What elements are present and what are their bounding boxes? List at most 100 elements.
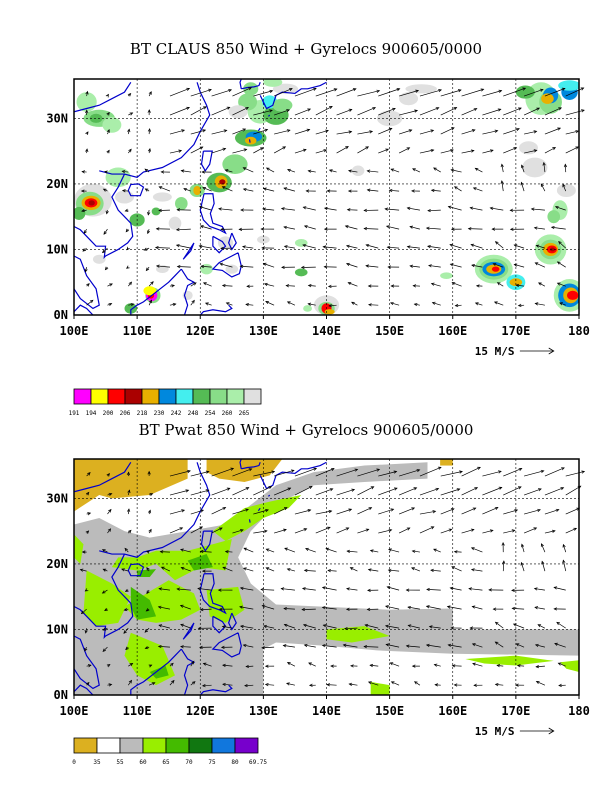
colorbar-label: 206 <box>120 410 131 417</box>
wind-arrow-head <box>85 109 89 114</box>
wind-arrow-head <box>269 89 274 94</box>
wind-arrow <box>389 189 400 192</box>
wind-arrow-head <box>150 281 154 285</box>
wind-arrow-head <box>326 526 331 530</box>
wind-arrow-head <box>287 487 292 491</box>
wind-arrow-head <box>313 467 318 471</box>
wind-arrow-head <box>449 586 454 590</box>
wind-arrow-head <box>496 664 501 668</box>
coastline <box>200 530 213 552</box>
wind-arrow-head <box>80 610 85 615</box>
wind-arrow <box>315 510 332 515</box>
wind-arrow <box>128 663 133 667</box>
wind-arrow <box>273 109 290 116</box>
wind-arrow <box>431 189 441 192</box>
wind-arrow-head <box>498 486 503 490</box>
wind-arrow-head <box>474 302 479 306</box>
coastline <box>74 684 94 695</box>
wind-arrow-head <box>411 567 415 571</box>
wind-arrow-head <box>471 605 476 609</box>
wind-arrow-head <box>86 283 90 287</box>
wind-arrow <box>347 550 358 553</box>
wind-arrow-head <box>533 149 538 153</box>
wind-arrow-head <box>348 682 353 686</box>
moisture-shading <box>206 459 283 482</box>
wind-arrow-head <box>539 88 544 92</box>
wind-arrow-head <box>127 508 131 513</box>
wind-arrow-head <box>85 90 89 95</box>
wind-arrow-head <box>477 466 481 470</box>
wind-arrow-head <box>580 87 585 91</box>
wind-arrow-head <box>559 302 563 306</box>
wind-arrow <box>368 569 379 572</box>
wind-arrow-head <box>409 225 414 229</box>
wind-arrow-head <box>365 243 370 248</box>
wind-arrow <box>266 548 275 553</box>
wind-arrow <box>378 529 392 534</box>
wind-arrow-head <box>492 607 497 611</box>
wind-arrow-head <box>218 207 222 211</box>
wind-arrow <box>385 625 400 629</box>
coastline <box>74 81 132 113</box>
x-tick-label: 150E <box>375 704 404 718</box>
wind-arrow-head <box>562 543 566 548</box>
wind-arrow-head <box>283 623 288 627</box>
wind-arrow <box>554 643 566 648</box>
colorbar-swatch <box>90 388 109 405</box>
wind-arrow <box>346 588 358 591</box>
wind-arrow-head <box>493 301 498 305</box>
wind-arrow-head <box>264 683 269 687</box>
wind-arrow-head <box>405 588 410 592</box>
wind-arrow-head <box>201 684 206 688</box>
cloud-shading <box>245 136 257 145</box>
wind-arrow <box>243 567 254 572</box>
wind-arrow <box>287 169 296 173</box>
wind-arrow-head <box>286 129 291 133</box>
wind-arrow-head <box>222 507 227 510</box>
wind-arrow-head <box>144 188 149 192</box>
wind-arrow <box>521 164 525 173</box>
wind-arrow-head <box>106 472 110 477</box>
x-tick-label: 120E <box>186 324 215 338</box>
wind-arrow <box>516 284 525 287</box>
coastline <box>248 519 251 523</box>
wind-arrow <box>449 244 462 249</box>
wind-arrow <box>222 186 233 192</box>
wind-arrow-head <box>390 681 395 685</box>
wind-arrow-head <box>450 168 455 172</box>
coastline <box>199 304 233 315</box>
wind-arrow <box>461 108 477 116</box>
wind-arrow <box>385 208 400 211</box>
wind-arrow <box>253 530 267 534</box>
wind-arrow-head <box>284 547 288 551</box>
wind-arrow <box>544 530 556 534</box>
wind-arrow <box>562 560 567 572</box>
wind-arrow <box>543 162 546 173</box>
wind-arrow-head <box>104 607 108 611</box>
wind-arrow-head <box>191 681 196 685</box>
wind-arrow-head <box>322 245 327 249</box>
wind-arrow-head <box>500 163 504 168</box>
wind-arrow-head <box>533 226 538 230</box>
wind-arrow-head <box>558 107 563 111</box>
cloud-shading <box>515 85 535 99</box>
wind-arrow <box>398 469 420 477</box>
wind-arrow-head <box>427 245 431 249</box>
wind-arrow-head <box>223 129 228 133</box>
wind-arrow <box>370 550 379 553</box>
wind-arrow <box>427 209 441 212</box>
wind-arrow <box>200 608 212 611</box>
wind-arrow-head <box>556 261 561 265</box>
wind-arrow <box>565 527 577 534</box>
wind-arrow-head <box>451 281 456 285</box>
cloud-shading <box>105 167 131 188</box>
wind-arrow-head <box>470 568 475 572</box>
wind-arrow-head <box>286 682 290 686</box>
wind-arrow-head <box>472 187 477 191</box>
wind-arrow-head <box>450 148 454 153</box>
wind-arrow <box>378 471 397 477</box>
wind-arrow-head <box>239 264 244 269</box>
x-tick-label: 120E <box>186 704 215 718</box>
wind-arrow-head <box>283 225 288 230</box>
wind-arrow <box>419 510 436 515</box>
